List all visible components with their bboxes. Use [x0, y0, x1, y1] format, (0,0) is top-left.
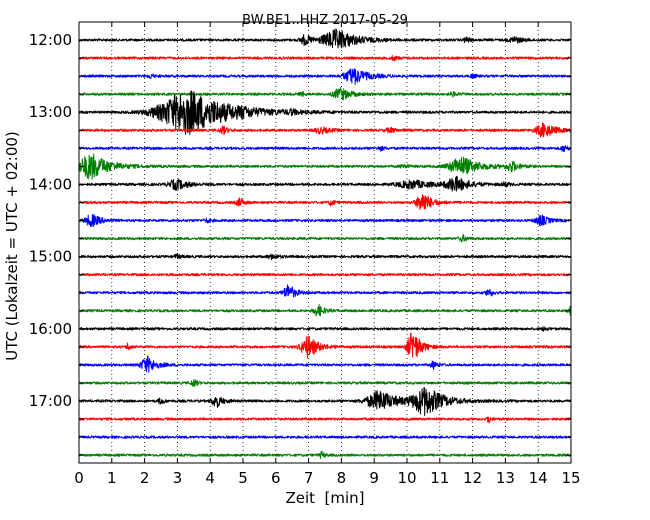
trace-1345: [78, 153, 572, 180]
trace-1245: [78, 86, 572, 101]
trace-1545: [78, 303, 572, 317]
x-tick-label: 2: [140, 469, 150, 487]
x-tick-label: 15: [561, 469, 580, 487]
trace-1630: [78, 355, 572, 373]
x-tick-label: 4: [205, 469, 215, 487]
plot-frame: [78, 21, 572, 464]
chart-title: BW.BE1..HHZ 2017-05-29: [242, 13, 408, 28]
y-tick-label: 12:00: [29, 31, 72, 49]
trace-1430: [78, 214, 572, 228]
trace-1230: [78, 68, 572, 85]
x-tick-label: 1: [107, 469, 117, 487]
x-axis-label: Zeit [min]: [285, 489, 364, 507]
x-tick-label: 9: [369, 469, 379, 487]
trace-1500: [78, 253, 572, 261]
trace-1530: [78, 284, 572, 298]
trace-1700: [78, 386, 572, 417]
trace-1715: [78, 416, 572, 424]
y-axis: 12:00 13:00 14:00 15:00 16:00 17:00: [29, 31, 571, 456]
trace-group: [78, 28, 572, 460]
x-tick-label: 10: [397, 469, 416, 487]
trace-1445: [78, 234, 572, 243]
y-axis-label: UTC (Lokalzeit = UTC + 02:00): [3, 131, 21, 361]
trace-1300: [78, 90, 572, 135]
x-tick-label: 7: [304, 469, 314, 487]
x-tick-label: 3: [173, 469, 183, 487]
y-tick-label: 16:00: [29, 320, 72, 338]
x-axis: 0 1 2 3 4 5 6 7 8 9 10 11 12 13 14 15: [74, 22, 581, 487]
x-tick-label: 0: [74, 469, 84, 487]
trace-1315: [78, 122, 572, 138]
trace-1515: [78, 272, 572, 277]
trace-1600: [78, 326, 572, 332]
trace-1615: [78, 332, 572, 359]
grid-lines: [111, 22, 539, 463]
trace-1400: [78, 175, 572, 192]
trace-1745: [78, 450, 572, 460]
trace-1645: [78, 379, 572, 388]
x-tick-label: 12: [463, 469, 482, 487]
trace-1415: [78, 194, 572, 210]
y-tick-label: 13:00: [29, 103, 72, 121]
x-tick-label: 11: [430, 469, 449, 487]
x-tick-label: 14: [529, 469, 548, 487]
x-tick-label: 8: [337, 469, 347, 487]
y-tick-label: 17:00: [29, 392, 72, 410]
x-tick-label: 5: [238, 469, 248, 487]
y-tick-label: 15:00: [29, 248, 72, 266]
x-tick-label: 6: [271, 469, 281, 487]
trace-1730: [78, 435, 572, 439]
trace-1330: [78, 145, 572, 152]
trace-1200: [78, 28, 572, 49]
trace-1215: [78, 55, 572, 62]
y-tick-label: 14:00: [29, 175, 72, 193]
x-tick-label: 13: [496, 469, 515, 487]
